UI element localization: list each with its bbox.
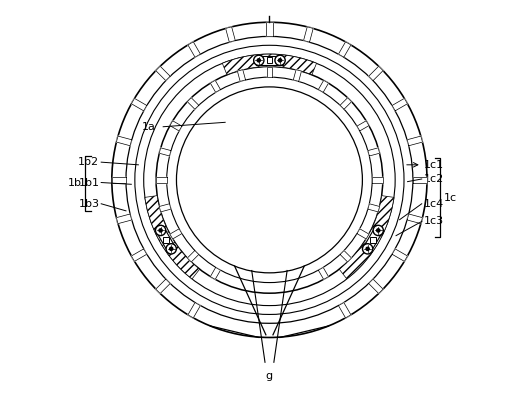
Text: 1b3: 1b3	[78, 199, 100, 209]
Text: 1c: 1c	[444, 193, 457, 202]
Circle shape	[276, 57, 284, 64]
Circle shape	[157, 227, 164, 234]
Circle shape	[159, 229, 162, 232]
Polygon shape	[210, 267, 220, 280]
Polygon shape	[368, 204, 379, 212]
Polygon shape	[145, 196, 200, 279]
Polygon shape	[357, 229, 369, 239]
Polygon shape	[340, 250, 351, 262]
Text: 1c1: 1c1	[423, 160, 444, 170]
Circle shape	[366, 247, 369, 250]
Text: 1b: 1b	[68, 179, 82, 188]
Circle shape	[155, 225, 166, 236]
Circle shape	[373, 225, 383, 236]
Circle shape	[377, 229, 380, 232]
Polygon shape	[188, 303, 200, 318]
Circle shape	[254, 55, 264, 65]
Polygon shape	[187, 250, 199, 262]
Circle shape	[166, 244, 176, 254]
Polygon shape	[237, 69, 245, 81]
Circle shape	[363, 244, 373, 254]
Polygon shape	[413, 177, 427, 183]
Polygon shape	[368, 148, 379, 156]
Circle shape	[255, 57, 262, 64]
Circle shape	[278, 59, 281, 62]
Polygon shape	[369, 279, 383, 293]
Text: 1b2: 1b2	[78, 157, 100, 167]
Polygon shape	[267, 22, 272, 36]
Circle shape	[167, 245, 175, 252]
Polygon shape	[372, 177, 383, 183]
Circle shape	[375, 227, 382, 234]
Polygon shape	[267, 67, 272, 77]
Polygon shape	[340, 98, 351, 109]
Polygon shape	[339, 303, 351, 318]
Bar	[163, 237, 169, 242]
Polygon shape	[131, 99, 147, 111]
Polygon shape	[187, 98, 199, 109]
Polygon shape	[407, 214, 422, 224]
Polygon shape	[112, 177, 126, 183]
Polygon shape	[156, 66, 170, 81]
Text: 1b1: 1b1	[78, 177, 100, 187]
Polygon shape	[369, 66, 383, 81]
Polygon shape	[210, 80, 220, 92]
Polygon shape	[363, 226, 383, 253]
Circle shape	[364, 245, 372, 252]
Polygon shape	[170, 229, 182, 239]
Text: 1c4: 1c4	[423, 199, 444, 209]
Polygon shape	[392, 249, 408, 261]
Circle shape	[257, 59, 260, 62]
Text: 1c2: 1c2	[423, 174, 444, 184]
Polygon shape	[357, 121, 369, 131]
Bar	[370, 237, 376, 242]
Polygon shape	[188, 42, 200, 57]
Polygon shape	[159, 148, 171, 156]
Polygon shape	[256, 56, 282, 65]
Polygon shape	[159, 204, 171, 212]
Bar	[267, 57, 272, 63]
Polygon shape	[319, 80, 329, 92]
Text: 1c3: 1c3	[423, 217, 444, 227]
Polygon shape	[226, 27, 235, 42]
Circle shape	[275, 55, 285, 65]
Polygon shape	[155, 226, 176, 253]
Text: g: g	[266, 371, 273, 381]
Polygon shape	[339, 42, 351, 57]
Polygon shape	[170, 121, 182, 131]
Polygon shape	[156, 279, 170, 293]
Polygon shape	[407, 136, 422, 146]
Polygon shape	[222, 54, 316, 75]
Circle shape	[170, 247, 173, 250]
Polygon shape	[339, 196, 394, 279]
Polygon shape	[392, 99, 408, 111]
Polygon shape	[117, 136, 131, 146]
Polygon shape	[304, 27, 313, 42]
Polygon shape	[131, 249, 147, 261]
Polygon shape	[319, 267, 329, 280]
Polygon shape	[293, 69, 302, 81]
Polygon shape	[156, 177, 167, 183]
Polygon shape	[117, 214, 131, 224]
Text: 1a: 1a	[142, 122, 156, 132]
